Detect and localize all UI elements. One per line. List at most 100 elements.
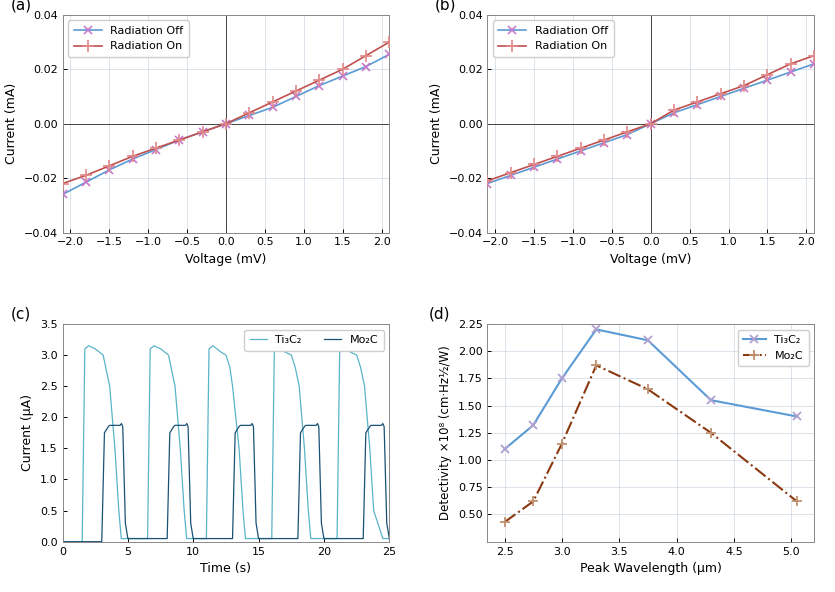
Ti₃C₂ — [706, 397, 716, 404]
Mo₂C — [643, 386, 653, 393]
Radiation Off — [198, 128, 208, 136]
Ti₃C₂ — [306, 535, 316, 542]
Legend: Radiation Off, Radiation On: Radiation Off, Radiation On — [493, 20, 614, 57]
Line: Ti₃C₂: Ti₃C₂ — [500, 325, 801, 453]
Ti₃C₂ — [792, 413, 802, 420]
Y-axis label: Current (mA): Current (mA) — [5, 83, 18, 165]
Radiation Off — [529, 163, 539, 170]
Text: (d): (d) — [428, 307, 450, 322]
Radiation Off — [104, 166, 114, 173]
Radiation On — [553, 153, 563, 160]
Mo₂C — [384, 535, 394, 542]
Radiation Off — [291, 93, 301, 100]
Mo₂C — [499, 519, 509, 526]
Radiation Off — [506, 172, 516, 179]
Ti₃C₂ — [58, 538, 68, 545]
Radiation On — [599, 136, 609, 143]
Radiation Off — [384, 51, 394, 58]
Radiation On — [645, 120, 655, 127]
Mo₂C — [188, 535, 198, 542]
Radiation On — [739, 82, 749, 89]
Ti₃C₂ — [94, 349, 104, 356]
Radiation On — [692, 98, 702, 105]
Mo₂C — [557, 440, 567, 448]
Radiation On — [622, 128, 632, 136]
Ti₃C₂ — [499, 446, 509, 453]
Legend: Ti₃C₂, Mo₂C: Ti₃C₂, Mo₂C — [245, 330, 384, 350]
Radiation Off — [786, 69, 796, 76]
Ti₃C₂ — [84, 342, 94, 349]
Radiation On — [669, 107, 679, 114]
Radiation On — [245, 109, 255, 116]
Radiation On — [128, 153, 138, 160]
Radiation On — [198, 128, 208, 136]
Radiation On — [104, 162, 114, 169]
Radiation Off — [599, 139, 609, 146]
Line: Mo₂C: Mo₂C — [499, 361, 802, 527]
Y-axis label: Current (mA): Current (mA) — [430, 83, 443, 165]
X-axis label: Voltage (mV): Voltage (mV) — [610, 253, 691, 266]
Ti₃C₂ — [149, 342, 159, 349]
Mo₂C — [58, 538, 68, 545]
Radiation Off — [739, 85, 749, 92]
Radiation Off — [151, 146, 161, 153]
Line: Radiation On: Radiation On — [57, 36, 396, 190]
Radiation Off — [483, 180, 493, 187]
Text: (b): (b) — [435, 0, 457, 12]
Radiation On — [175, 136, 185, 143]
Radiation Off — [337, 72, 347, 79]
Radiation On — [716, 90, 726, 97]
Mo₂C — [382, 519, 392, 526]
Mo₂C — [116, 420, 126, 427]
Radiation On — [58, 180, 68, 187]
Radiation Off — [762, 76, 772, 83]
Radiation Off — [692, 101, 702, 108]
Radiation On — [483, 177, 493, 184]
Ti₃C₂ — [557, 375, 567, 382]
Radiation Off — [575, 147, 585, 155]
Text: (c): (c) — [10, 307, 31, 322]
Radiation On — [506, 169, 516, 176]
Ti₃C₂ — [360, 382, 370, 390]
Ti₃C₂ — [384, 535, 394, 542]
Radiation On — [384, 38, 394, 46]
Radiation On — [575, 144, 585, 152]
Radiation Off — [553, 156, 563, 163]
Radiation Off — [245, 112, 255, 119]
Radiation On — [151, 144, 161, 152]
Radiation Off — [58, 191, 68, 198]
Line: Mo₂C: Mo₂C — [63, 423, 389, 542]
Mo₂C — [115, 422, 125, 429]
Line: Radiation On: Radiation On — [481, 49, 820, 187]
Y-axis label: Current (μA): Current (μA) — [22, 394, 34, 471]
Line: Radiation Off: Radiation Off — [58, 50, 393, 198]
Ti₃C₂ — [529, 422, 539, 429]
Radiation On — [529, 161, 539, 168]
Radiation Off — [716, 93, 726, 100]
Radiation Off — [361, 63, 371, 70]
Mo₂C — [366, 422, 376, 429]
Ti₃C₂ — [204, 345, 214, 352]
Y-axis label: Detectivity ×10⁸ (cm·Hz½/W): Detectivity ×10⁸ (cm·Hz½/W) — [439, 346, 452, 520]
Radiation Off — [314, 82, 324, 89]
X-axis label: Voltage (mV): Voltage (mV) — [185, 253, 266, 266]
Radiation Off — [221, 120, 231, 127]
Radiation Off — [622, 131, 632, 138]
Radiation On — [221, 120, 231, 127]
Radiation Off — [669, 109, 679, 116]
Radiation Off — [175, 136, 185, 143]
Radiation On — [762, 71, 772, 78]
Radiation On — [809, 52, 819, 59]
Line: Radiation Off: Radiation Off — [483, 60, 818, 188]
Radiation On — [291, 88, 301, 95]
Radiation Off — [645, 120, 655, 127]
Mo₂C — [706, 429, 716, 436]
Ti₃C₂ — [643, 337, 653, 344]
Radiation Off — [268, 104, 278, 111]
Radiation On — [337, 66, 347, 73]
X-axis label: Peak Wavelength (μm): Peak Wavelength (μm) — [579, 562, 721, 575]
Text: (a): (a) — [10, 0, 32, 12]
Ti₃C₂ — [166, 364, 176, 371]
Mo₂C — [529, 498, 539, 505]
Radiation On — [361, 52, 371, 59]
